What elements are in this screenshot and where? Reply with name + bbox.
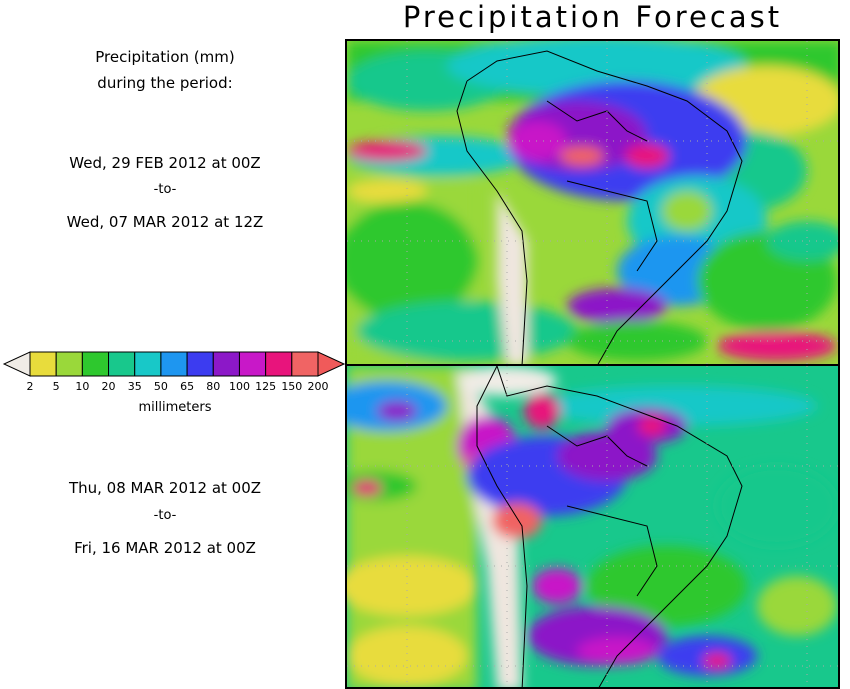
intro-line-1: Precipitation (mm): [95, 48, 235, 66]
legend-tick-label: 150: [281, 380, 302, 393]
intro-line-2: during the period:: [97, 74, 233, 92]
legend-tick-label: 50: [154, 380, 168, 393]
legend-tick-label: 200: [308, 380, 329, 393]
legend-swatch: [55, 351, 83, 377]
period1-start: Wed, 29 FEB 2012 at 00Z: [69, 154, 261, 172]
period1-end: Wed, 07 MAR 2012 at 12Z: [66, 213, 264, 231]
legend-swatch: [212, 351, 240, 377]
legend-tick-label: 35: [128, 380, 142, 393]
legend-tick-label: 5: [53, 380, 60, 393]
legend-swatch: [238, 351, 267, 377]
color-legend: 2 5 10 20 35 50 65 80 100 125 150 200: [0, 348, 345, 418]
legend-unit-label: millimeters: [138, 400, 212, 415]
legend-tick-label: 125: [255, 380, 276, 393]
page-title: Precipitation Forecast: [402, 0, 783, 34]
period2-separator: -to-: [153, 508, 177, 523]
legend-swatch: [81, 351, 110, 377]
forecast-map-period1: [345, 39, 840, 366]
legend-swatch: [134, 351, 162, 377]
legend-colorbar: 2 5 10 20 35 50 65 80 100 125 150 200: [2, 351, 345, 393]
legend-swatch: [160, 351, 188, 377]
legend-over-arrow: [317, 351, 345, 377]
legend-tick-label: 2: [27, 380, 34, 393]
legend-under-arrow: [2, 351, 31, 377]
legend-tick-label: 65: [180, 380, 194, 393]
forecast-map-period2: [345, 364, 840, 689]
legend-tick-label: 100: [229, 380, 250, 393]
legend-swatch: [186, 351, 214, 377]
period2-start: Thu, 08 MAR 2012 at 00Z: [68, 479, 262, 497]
legend-swatch: [108, 351, 136, 377]
legend-tick-label: 20: [102, 380, 116, 393]
legend-swatch: [265, 351, 293, 377]
legend-swatch: [291, 351, 319, 377]
period1-separator: -to-: [153, 182, 177, 197]
legend-swatch: [29, 351, 57, 377]
legend-tick-label: 10: [75, 380, 89, 393]
legend-tick-label: 80: [206, 380, 220, 393]
period2-end: Fri, 16 MAR 2012 at 00Z: [74, 539, 256, 557]
